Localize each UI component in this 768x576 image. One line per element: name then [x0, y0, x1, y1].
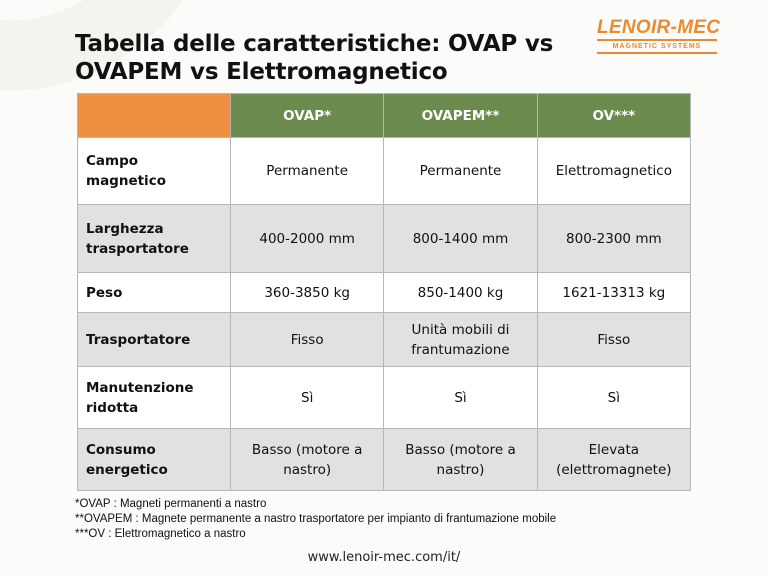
cell: Sì: [536, 366, 692, 429]
cell: 850-1400 kg: [383, 272, 538, 313]
row-label: Campo magnetico: [77, 137, 231, 205]
website-url: www.lenoir-mec.com/it/: [307, 550, 461, 565]
footnote: ***OV : Elettromagnetico a nastro: [75, 528, 246, 540]
logo-name: LENOIR-MEC: [597, 17, 721, 38]
footnote: *OVAP : Magneti permanenti a nastro: [75, 498, 267, 510]
cell: 1621-13313 kg: [536, 272, 692, 313]
header-row: OVAP* OVAPEM** OV***: [77, 93, 692, 138]
header-ovapem: OVAPEM**: [383, 93, 538, 138]
header-ov: OV***: [536, 93, 692, 138]
row-label: Manutenzione ridotta: [77, 366, 231, 429]
row-label: Trasportatore: [77, 312, 231, 367]
cell: 800-2300 mm: [536, 204, 692, 273]
table-row: Consumo energetico Basso (motore a nastr…: [77, 428, 692, 491]
table-row: Larghezza trasportatore 400-2000 mm 800-…: [77, 204, 692, 273]
header-corner: [77, 93, 231, 138]
table-row: Trasportatore Fisso Unità mobili di fran…: [77, 312, 692, 367]
row-label: Consumo energetico: [77, 428, 231, 491]
cell: Sì: [229, 366, 385, 429]
cell: Elevata (elettromagnete): [536, 428, 692, 491]
cell: 400-2000 mm: [229, 204, 385, 273]
cell: Fisso: [536, 312, 692, 367]
logo-tagline: MAGNETIC SYSTEMS: [612, 43, 702, 50]
table-row: Campo magnetico Permanente Permanente El…: [77, 137, 692, 205]
logo: LENOIR-MEC MAGNETIC SYSTEMS: [597, 17, 721, 55]
logo-bar: [597, 52, 717, 54]
cell: 360-3850 kg: [229, 272, 385, 313]
footnotes: *OVAP : Magneti permanenti a nastro **OV…: [75, 497, 675, 542]
cell: Sì: [383, 366, 538, 429]
row-label: Larghezza trasportatore: [77, 204, 231, 273]
logo-bar: [597, 39, 717, 41]
cell: Unità mobili di frantumazione: [383, 312, 538, 367]
cell: Permanente: [383, 137, 538, 205]
cell: Basso (motore a nastro): [383, 428, 538, 491]
cell: Elettromagnetico: [536, 137, 692, 205]
cell: 800-1400 mm: [383, 204, 538, 273]
comparison-table: OVAP* OVAPEM** OV*** Campo magnetico Per…: [77, 93, 692, 491]
footnote: **OVAPEM : Magnete permanente a nastro t…: [75, 513, 557, 525]
cell: Fisso: [229, 312, 385, 367]
table-row: Peso 360-3850 kg 850-1400 kg 1621-13313 …: [77, 272, 692, 313]
header-ovap: OVAP*: [229, 93, 385, 138]
table-row: Manutenzione ridotta Sì Sì Sì: [77, 366, 692, 429]
row-label: Peso: [77, 272, 231, 313]
page-title: Tabella delle caratteristiche: OVAP vs O…: [75, 31, 554, 85]
cell: Basso (motore a nastro): [229, 428, 385, 491]
cell: Permanente: [229, 137, 385, 205]
